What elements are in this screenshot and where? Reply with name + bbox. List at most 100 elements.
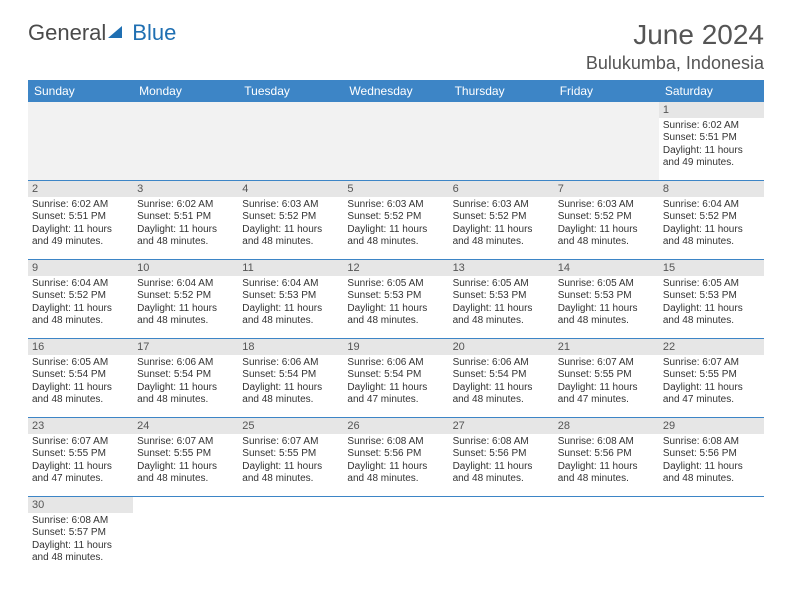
sunrise-text: Sunrise: 6:08 AM: [453, 436, 550, 449]
sunset-text: Sunset: 5:51 PM: [137, 211, 234, 224]
daylight-line1: Daylight: 11 hours: [347, 382, 444, 395]
day-number: 24: [133, 418, 238, 434]
daylight-line1: Daylight: 11 hours: [242, 303, 339, 316]
daylight-line1: Daylight: 11 hours: [663, 145, 760, 158]
daylight-line2: and 48 minutes.: [32, 552, 129, 565]
sunset-text: Sunset: 5:54 PM: [242, 369, 339, 382]
sunrise-text: Sunrise: 6:03 AM: [453, 199, 550, 212]
sunset-text: Sunset: 5:53 PM: [347, 290, 444, 303]
sunset-text: Sunset: 5:53 PM: [558, 290, 655, 303]
brand-part1: General: [28, 20, 106, 46]
sunset-text: Sunset: 5:52 PM: [137, 290, 234, 303]
daylight-line1: Daylight: 11 hours: [32, 540, 129, 553]
weekday-header: Wednesday: [343, 80, 448, 102]
sunset-text: Sunset: 5:52 PM: [663, 211, 760, 224]
daylight-line1: Daylight: 11 hours: [558, 303, 655, 316]
daylight-line2: and 48 minutes.: [558, 473, 655, 486]
calendar-cell: 2Sunrise: 6:02 AMSunset: 5:51 PMDaylight…: [28, 180, 133, 259]
day-details: Sunrise: 6:07 AMSunset: 5:55 PMDaylight:…: [554, 355, 659, 409]
day-details: Sunrise: 6:06 AMSunset: 5:54 PMDaylight:…: [238, 355, 343, 409]
sunset-text: Sunset: 5:55 PM: [32, 448, 129, 461]
daylight-line1: Daylight: 11 hours: [453, 382, 550, 395]
sunset-text: Sunset: 5:54 PM: [32, 369, 129, 382]
weekday-header: Friday: [554, 80, 659, 102]
sunrise-text: Sunrise: 6:08 AM: [347, 436, 444, 449]
calendar-cell: 3Sunrise: 6:02 AMSunset: 5:51 PMDaylight…: [133, 180, 238, 259]
daylight-line1: Daylight: 11 hours: [137, 382, 234, 395]
sunset-text: Sunset: 5:55 PM: [558, 369, 655, 382]
day-number: 4: [238, 181, 343, 197]
day-details: Sunrise: 6:08 AMSunset: 5:56 PMDaylight:…: [659, 434, 764, 488]
day-number: 8: [659, 181, 764, 197]
daylight-line1: Daylight: 11 hours: [347, 461, 444, 474]
daylight-line2: and 48 minutes.: [347, 236, 444, 249]
calendar-cell: [659, 496, 764, 575]
day-number: 7: [554, 181, 659, 197]
day-details: Sunrise: 6:08 AMSunset: 5:56 PMDaylight:…: [343, 434, 448, 488]
brand-logo: General Blue: [28, 20, 176, 46]
sunset-text: Sunset: 5:53 PM: [453, 290, 550, 303]
sunrise-text: Sunrise: 6:03 AM: [347, 199, 444, 212]
calendar-cell: 25Sunrise: 6:07 AMSunset: 5:55 PMDayligh…: [238, 417, 343, 496]
day-number: 3: [133, 181, 238, 197]
day-details: Sunrise: 6:03 AMSunset: 5:52 PMDaylight:…: [343, 197, 448, 251]
daylight-line2: and 48 minutes.: [347, 473, 444, 486]
sunset-text: Sunset: 5:53 PM: [242, 290, 339, 303]
day-number: 17: [133, 339, 238, 355]
calendar-cell: 30Sunrise: 6:08 AMSunset: 5:57 PMDayligh…: [28, 496, 133, 575]
sunset-text: Sunset: 5:56 PM: [663, 448, 760, 461]
sunset-text: Sunset: 5:53 PM: [663, 290, 760, 303]
daylight-line2: and 48 minutes.: [32, 315, 129, 328]
sunrise-text: Sunrise: 6:07 AM: [558, 357, 655, 370]
daylight-line1: Daylight: 11 hours: [663, 461, 760, 474]
day-details: Sunrise: 6:07 AMSunset: 5:55 PMDaylight:…: [28, 434, 133, 488]
day-number: 5: [343, 181, 448, 197]
daylight-line2: and 48 minutes.: [242, 473, 339, 486]
sunset-text: Sunset: 5:55 PM: [663, 369, 760, 382]
sunrise-text: Sunrise: 6:05 AM: [558, 278, 655, 291]
calendar-cell: 10Sunrise: 6:04 AMSunset: 5:52 PMDayligh…: [133, 259, 238, 338]
brand-part2: Blue: [132, 20, 176, 46]
daylight-line2: and 48 minutes.: [242, 315, 339, 328]
day-details: Sunrise: 6:06 AMSunset: 5:54 PMDaylight:…: [343, 355, 448, 409]
day-number: 28: [554, 418, 659, 434]
sunset-text: Sunset: 5:52 PM: [558, 211, 655, 224]
calendar-cell: 6Sunrise: 6:03 AMSunset: 5:52 PMDaylight…: [449, 180, 554, 259]
sunset-text: Sunset: 5:54 PM: [453, 369, 550, 382]
daylight-line2: and 47 minutes.: [32, 473, 129, 486]
daylight-line2: and 48 minutes.: [663, 315, 760, 328]
day-details: Sunrise: 6:06 AMSunset: 5:54 PMDaylight:…: [133, 355, 238, 409]
sunrise-text: Sunrise: 6:06 AM: [347, 357, 444, 370]
day-details: Sunrise: 6:05 AMSunset: 5:53 PMDaylight:…: [659, 276, 764, 330]
daylight-line1: Daylight: 11 hours: [453, 224, 550, 237]
day-details: Sunrise: 6:08 AMSunset: 5:56 PMDaylight:…: [449, 434, 554, 488]
day-details: Sunrise: 6:04 AMSunset: 5:52 PMDaylight:…: [659, 197, 764, 251]
daylight-line2: and 48 minutes.: [663, 473, 760, 486]
day-number: 15: [659, 260, 764, 276]
day-number: 16: [28, 339, 133, 355]
sunrise-text: Sunrise: 6:02 AM: [32, 199, 129, 212]
daylight-line2: and 48 minutes.: [347, 315, 444, 328]
calendar-cell: [554, 496, 659, 575]
day-number: 1: [659, 102, 764, 118]
daylight-line1: Daylight: 11 hours: [32, 303, 129, 316]
daylight-line2: and 48 minutes.: [453, 473, 550, 486]
sunrise-text: Sunrise: 6:05 AM: [347, 278, 444, 291]
sunrise-text: Sunrise: 6:02 AM: [663, 120, 760, 133]
daylight-line1: Daylight: 11 hours: [32, 224, 129, 237]
daylight-line2: and 49 minutes.: [32, 236, 129, 249]
day-number: 14: [554, 260, 659, 276]
sunrise-text: Sunrise: 6:06 AM: [242, 357, 339, 370]
daylight-line2: and 47 minutes.: [347, 394, 444, 407]
calendar-cell: 21Sunrise: 6:07 AMSunset: 5:55 PMDayligh…: [554, 338, 659, 417]
day-number: 2: [28, 181, 133, 197]
calendar-cell: 19Sunrise: 6:06 AMSunset: 5:54 PMDayligh…: [343, 338, 448, 417]
day-number: 21: [554, 339, 659, 355]
calendar-cell: [133, 102, 238, 181]
calendar-cell: 16Sunrise: 6:05 AMSunset: 5:54 PMDayligh…: [28, 338, 133, 417]
sunrise-text: Sunrise: 6:04 AM: [137, 278, 234, 291]
calendar-cell: 1Sunrise: 6:02 AMSunset: 5:51 PMDaylight…: [659, 102, 764, 181]
calendar-cell: 13Sunrise: 6:05 AMSunset: 5:53 PMDayligh…: [449, 259, 554, 338]
day-number: 9: [28, 260, 133, 276]
daylight-line2: and 48 minutes.: [663, 236, 760, 249]
